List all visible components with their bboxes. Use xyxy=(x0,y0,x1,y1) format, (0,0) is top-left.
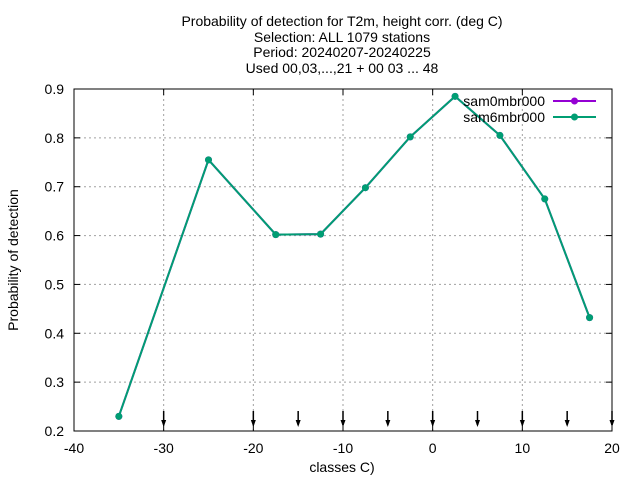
arrow-marker xyxy=(519,411,525,427)
data-point xyxy=(205,156,212,164)
arrow-marker xyxy=(564,411,570,427)
arrow-marker xyxy=(385,411,391,427)
arrow-marker xyxy=(295,411,301,427)
arrow-head xyxy=(564,420,570,427)
x-tick-label: 20 xyxy=(604,440,620,456)
chart-title-line-2: Selection: ALL 1079 stations xyxy=(254,29,430,45)
legend-marker xyxy=(571,97,578,105)
x-tick-label: 10 xyxy=(515,440,531,456)
arrow-marker xyxy=(430,411,436,427)
y-tick-label: 0.8 xyxy=(45,130,65,146)
series-sam0mbr000 xyxy=(115,92,594,420)
series-lines xyxy=(115,92,594,420)
arrow-marker xyxy=(161,411,167,427)
arrow-head xyxy=(340,420,346,427)
x-tick-label: -20 xyxy=(243,440,263,456)
data-point xyxy=(115,412,123,420)
arrow-marker xyxy=(475,411,480,427)
data-point xyxy=(496,131,504,139)
x-tick-label: -40 xyxy=(64,440,84,456)
data-point xyxy=(272,231,280,239)
x-axis-label: classes C) xyxy=(309,459,374,475)
chart-title-line-4: Used 00,03,...,21 + 00 03 ... 48 xyxy=(246,60,439,76)
arrow-head xyxy=(430,420,436,427)
series-line xyxy=(117,94,591,417)
y-tick-label: 0.7 xyxy=(45,179,65,195)
arrow-marker xyxy=(250,411,256,427)
data-point xyxy=(406,133,414,141)
y-tick-label: 0.2 xyxy=(45,423,65,439)
legend-label: sam6mbr000 xyxy=(463,109,545,125)
plot-frame xyxy=(73,88,613,432)
x-tick-label: 0 xyxy=(429,440,437,456)
y-tick-label: 0.5 xyxy=(45,276,65,292)
x-tick-label: -10 xyxy=(333,440,353,456)
data-point xyxy=(541,195,549,203)
arrow-head xyxy=(295,420,301,427)
data-point xyxy=(361,184,369,192)
arrow-head xyxy=(519,420,525,427)
series-line xyxy=(117,94,591,417)
arrow-head xyxy=(475,420,480,427)
data-point xyxy=(586,314,594,322)
x-tick-label: -30 xyxy=(154,440,174,456)
y-tick-label: 0.9 xyxy=(45,81,65,97)
arrow-markers xyxy=(161,411,615,427)
grid-lines xyxy=(74,89,612,431)
y-tick-label: 0.3 xyxy=(45,374,65,390)
legend-marker xyxy=(571,113,578,121)
arrow-head xyxy=(250,420,256,427)
series-sam6mbr000 xyxy=(115,92,594,420)
data-point xyxy=(451,92,459,100)
arrow-marker xyxy=(340,411,346,427)
y-tick-label: 0.4 xyxy=(45,325,65,341)
arrow-head xyxy=(385,420,391,427)
chart-title-line-1: Probability of detection for T2m, height… xyxy=(181,13,502,29)
legend-label: sam0mbr000 xyxy=(463,93,545,109)
arrow-head xyxy=(161,420,167,427)
y-tick-label: 0.6 xyxy=(45,228,65,244)
data-point xyxy=(317,230,325,238)
y-axis-label: Probability of detection xyxy=(5,189,21,331)
axis-ticks: -40 -30 -20 -10 0 10 20 0.2 0.3 0.4 0.5 0.6 0.7 0.8 0.… xyxy=(45,81,620,456)
chart-title-line-3: Period: 20240207-20240225 xyxy=(253,44,431,60)
